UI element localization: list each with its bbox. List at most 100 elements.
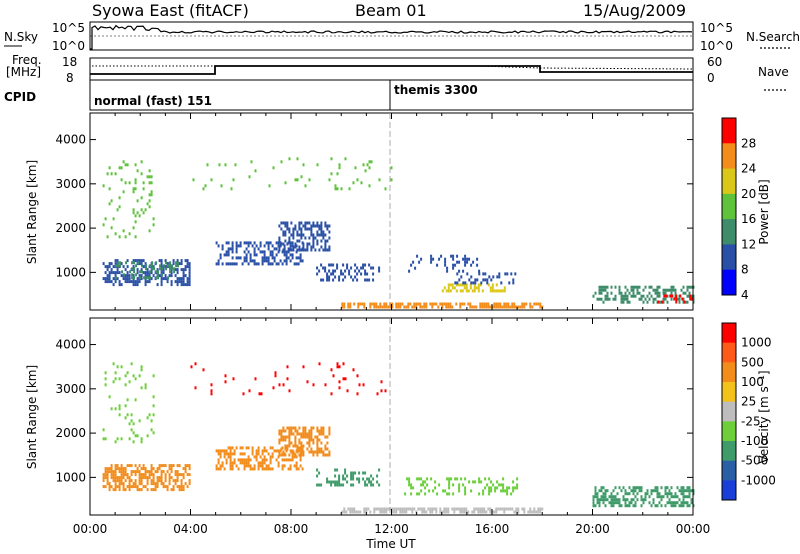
power-cell [439,302,442,306]
velocity-cell [235,446,238,450]
velocity-cell [612,498,615,502]
power-cell [120,262,123,266]
velocity-cell [291,455,294,459]
velocity-cell [229,449,232,453]
power-cell [146,268,149,272]
velocity-cell [122,488,125,492]
velocity-cell [267,464,270,468]
velocity-cell [376,474,379,478]
power-cell [148,169,151,173]
velocity-cell [352,474,355,478]
power-cell [314,248,317,252]
power-cell [157,270,160,274]
power-cell [680,288,683,292]
velocity-cell [289,467,292,471]
velocity-cell [296,429,299,433]
power-cell [253,241,256,245]
velocity-cell [249,464,252,468]
velocity-cell [314,435,317,439]
velocity-cell [652,489,655,493]
nsearch-tick-top: 10^5 [700,21,733,35]
power-cell [304,221,307,225]
velocity-cell [342,483,345,487]
velocity-cell [488,477,491,481]
power-cell [171,267,174,271]
velocity-cell [644,495,647,499]
velocity-cell [122,485,125,489]
power-cell [134,214,137,218]
velocity-cell [330,483,333,487]
velocity-cell [118,479,121,483]
power-cell [654,288,657,292]
power-cell [285,259,288,263]
velocity-cell [370,474,373,478]
velocity-cell [405,507,408,511]
velocity-cell [295,467,298,471]
power-cell [656,285,659,289]
velocity-cell [285,449,288,453]
velocity-cell [406,477,409,481]
velocity-cell [616,498,619,502]
velocity-cell [441,510,444,514]
velocity-cell [385,507,388,511]
power-cell [497,302,500,306]
power-cell [606,285,609,289]
power-cell [295,256,298,260]
power-colorbar-swatch [722,168,736,195]
freq-series [90,65,693,75]
power-cell [462,281,465,285]
power-cell [356,266,359,270]
power-cell [360,266,363,270]
velocity-cell [302,444,305,448]
velocity-cell [435,507,438,511]
velocity-cell [225,452,228,456]
power-cell [644,297,647,301]
velocity-cell [338,483,341,487]
power-cell [138,280,141,284]
velocity-cell [280,429,283,433]
power-cell [328,263,331,267]
velocity-cell [447,507,450,511]
power-cell [326,227,329,231]
velocity-cell [410,483,413,487]
velocity-cell [370,480,373,484]
velocity-cell [184,482,187,486]
power-cell [271,250,274,254]
power-cell [161,273,164,277]
velocity-colorbar-tick: 100 [741,375,764,389]
power-cell [118,205,121,209]
velocity-cell [136,488,139,492]
velocity-cell [598,489,601,493]
power-cell [120,283,123,287]
velocity-cell [505,507,508,511]
power-cell [446,266,449,270]
power-cell [332,278,335,282]
velocity-cell [156,485,159,489]
velocity-cell [366,477,369,481]
power-cell [133,270,136,274]
velocity-cell [411,507,414,511]
power-cell [512,278,515,282]
power-cell [668,288,671,292]
velocity-cell [404,492,407,496]
velocity-cell [688,495,691,499]
power-cell [425,302,428,306]
velocity-cell [614,501,617,505]
velocity-cell [622,495,625,499]
power-cell [286,242,289,246]
power-cell [690,294,693,298]
velocity-cell [410,486,413,490]
velocity-cell [296,432,299,436]
power-ytick-label: 2000 [55,221,86,235]
velocity-cell [630,498,633,502]
velocity-colorbar-swatch [722,342,736,363]
velocity-cell [448,483,451,487]
power-cell [656,294,659,298]
velocity-cell [670,495,673,499]
velocity-cell [178,488,181,492]
power-cell [324,242,327,246]
velocity-cell [680,489,683,493]
power-colorbar-swatch [722,143,736,170]
time-tick-label: 00:00 [676,522,711,536]
velocity-cell [294,444,297,448]
